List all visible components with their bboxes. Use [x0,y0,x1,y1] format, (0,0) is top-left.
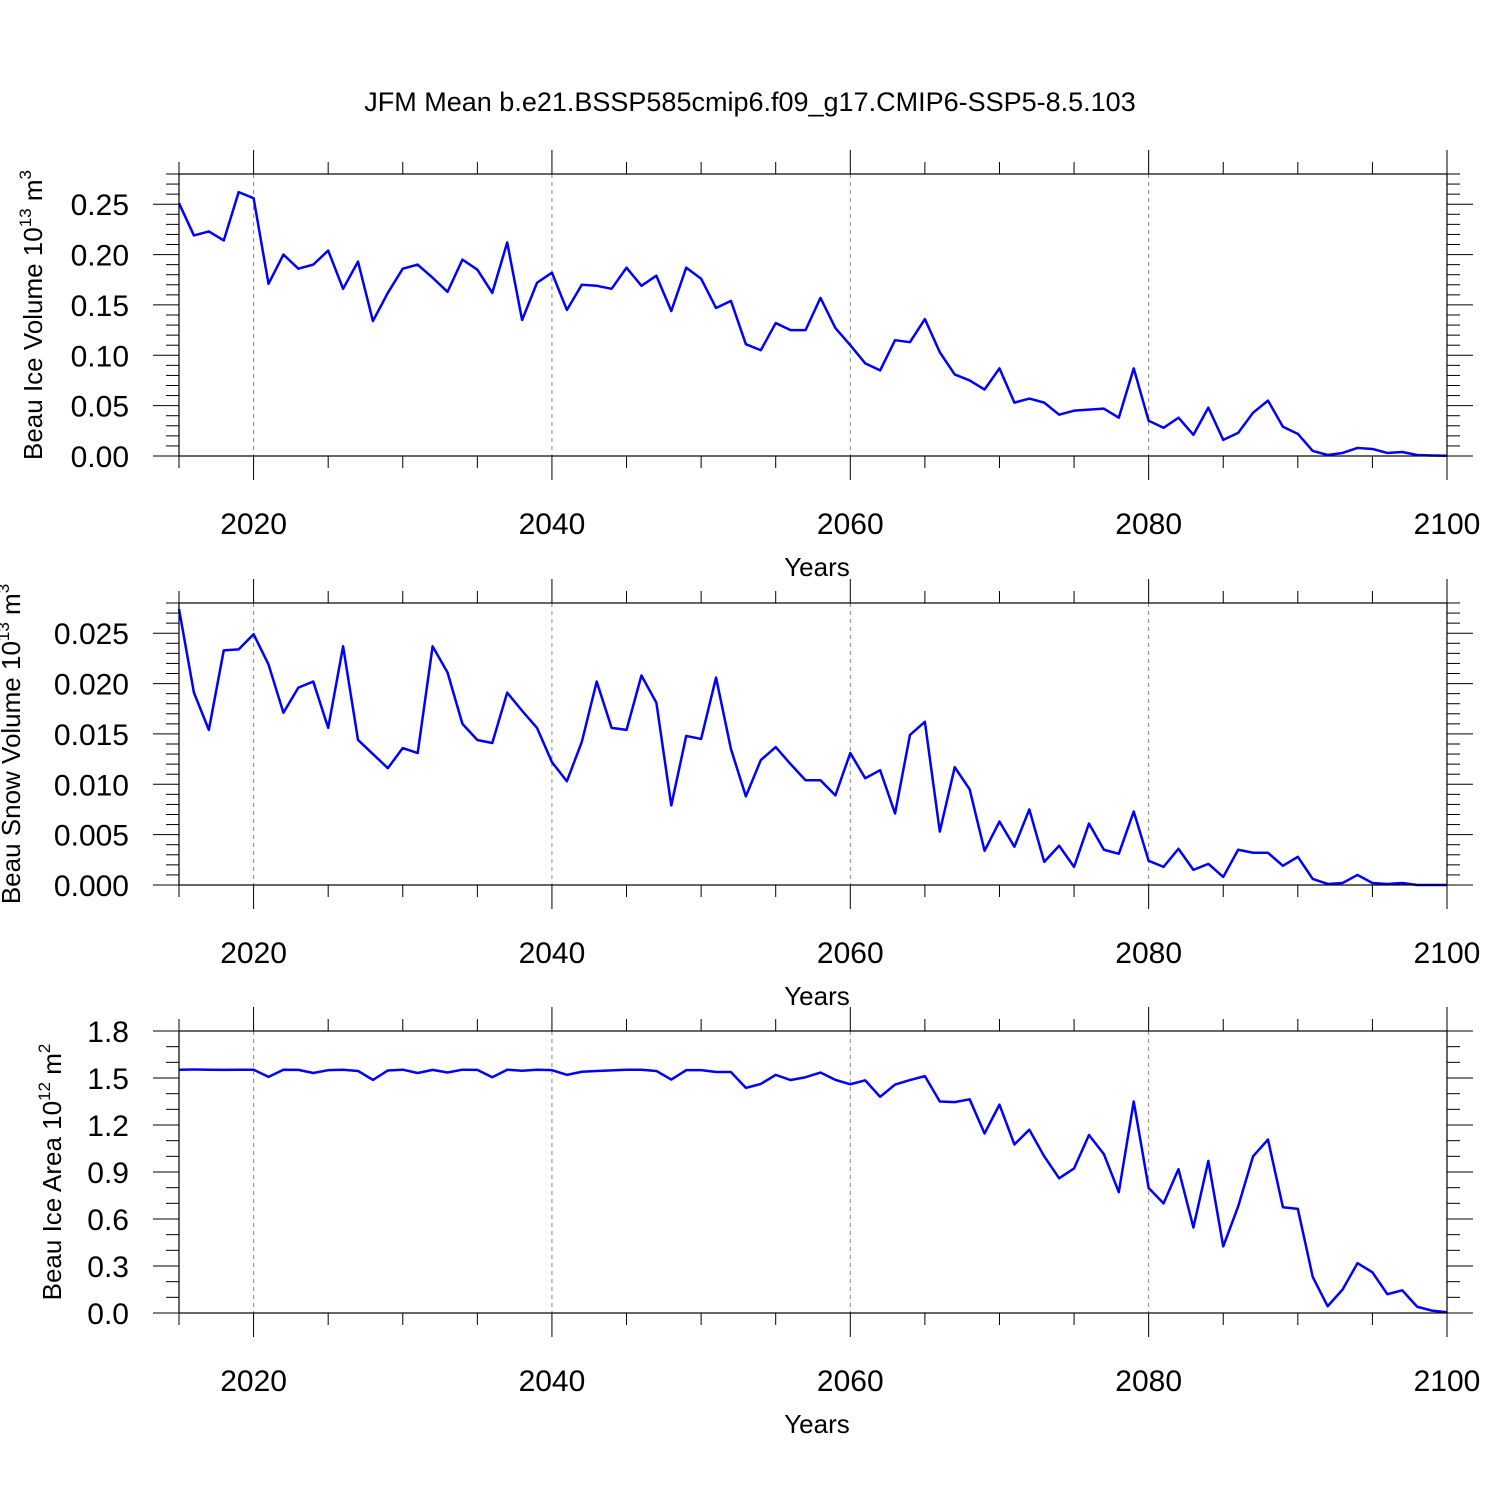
ice-volume-ytick-label: 0.15 [71,290,129,323]
snow-volume-ytick-label: 0.025 [54,618,129,651]
snow-volume-ytick-label: 0.020 [54,669,129,702]
snow-volume-xtick-label: 2100 [1414,937,1481,970]
ice-area-y-axis-label: Beau Ice Area 1012 m2 [35,1044,67,1301]
snow-volume-ytick-label: 0.015 [54,719,129,752]
ice-volume-xtick-label: 2060 [817,508,884,541]
snow-volume-xtick-label: 2020 [220,937,287,970]
snow-volume-xtick-label: 2040 [519,937,586,970]
ice-volume-ytick-label: 0.05 [71,391,129,424]
snow-volume-ytick-label: 0.000 [54,870,129,903]
ice-area-ytick-label: 1.2 [87,1110,129,1143]
ice-volume-xtick-label: 2080 [1115,508,1182,541]
ice-area-xtick-label: 2020 [220,1365,287,1398]
snow-volume-plot-frame [178,602,1448,886]
ice-area-series-line [178,1068,1448,1314]
ice-area-x-axis-label: Years [784,1409,850,1439]
snow-volume-ytick-label: 0.005 [54,820,129,853]
ice-area-ytick-label: 0.3 [87,1251,129,1284]
ice-volume-series-line [177,190,1448,458]
ice-volume-ytick-label: 0.25 [71,189,129,222]
ice-volume-y-axis-label: Beau Ice Volume 1013 m3 [16,170,48,460]
snow-volume-xtick-label: 2080 [1115,937,1182,970]
ice-volume-ytick-label: 0.00 [71,441,129,474]
ice-area-xtick-label: 2100 [1414,1365,1481,1398]
snow-volume-ytick-label: 0.010 [54,769,129,802]
ice-volume-panel: 2020 2040 2060 2080 2100 Years 0.00 0.05 0.10 0.1… [16,150,1480,582]
snow-volume-series-line [177,608,1447,887]
snow-volume-xtick-label: 2060 [817,937,884,970]
ice-volume-ytick-label: 0.20 [71,240,129,273]
ice-area-xtick-label: 2080 [1115,1365,1182,1398]
chart-title: JFM Mean b.e21.BSSP585cmip6.f09_g17.CMIP… [364,87,1135,117]
ice-area-ytick-label: 1.5 [87,1063,129,1096]
snow-volume-x-axis-label: Years [784,981,850,1011]
ice-volume-xtick-label: 2100 [1414,508,1481,541]
ice-area-ytick-label: 0.0 [87,1298,129,1331]
ice-area-ytick-label: 0.6 [87,1204,129,1237]
ice-volume-xtick-label: 2020 [220,508,287,541]
ice-volume-ytick-label: 0.10 [71,340,129,373]
ice-area-xtick-label: 2040 [519,1365,586,1398]
ice-area-xtick-label: 2060 [817,1365,884,1398]
snow-volume-y-axis-label: Beau Snow Volume 1013 m3 [0,584,26,904]
ice-area-ytick-label: 0.9 [87,1157,129,1190]
ice-area-ytick-label: 1.8 [87,1016,129,1049]
ice-area-plot-frame [178,1030,1448,1314]
ice-volume-x-axis-label: Years [784,552,850,582]
snow-volume-panel: 2020 2040 2060 2080 2100 Years 0.000 0.005 0.010… [0,579,1480,1011]
ice-volume-xtick-label: 2040 [519,508,586,541]
ice-area-panel: 2020 2040 2060 2080 2100 Years 0.0 0.3 0.6 0.9 1.2… [35,1007,1480,1439]
